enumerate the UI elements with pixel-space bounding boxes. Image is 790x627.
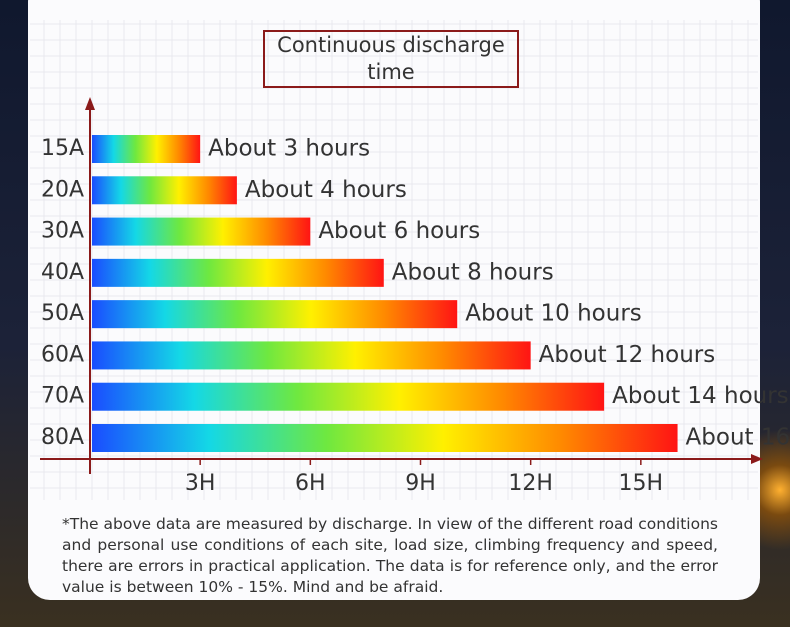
bar — [92, 217, 311, 246]
value-label: About 6 hours — [318, 218, 480, 244]
value-label: About 12 hours — [539, 342, 716, 368]
x-tick-label: 9H — [405, 471, 436, 496]
y-tick-label: 30A — [41, 219, 84, 244]
y-tick-label: 50A — [41, 301, 84, 326]
y-tick-label: 70A — [41, 384, 84, 409]
value-label: About 3 hours — [208, 136, 370, 162]
y-tick-label: 20A — [41, 177, 84, 202]
bar — [92, 300, 458, 329]
y-axis-arrow — [85, 97, 95, 110]
x-axis-arrow — [751, 454, 763, 464]
bar — [92, 424, 678, 452]
value-label: About 14 hours — [612, 383, 789, 409]
footnote: *The above data are measured by discharg… — [62, 515, 718, 596]
bar — [92, 258, 384, 287]
y-tick-label: 15A — [41, 136, 84, 161]
value-label: About 16 hours — [686, 425, 790, 451]
chart-title: Continuous discharge time — [263, 30, 519, 88]
value-label: About 4 hours — [245, 177, 407, 203]
bar — [92, 382, 605, 411]
bar — [92, 176, 237, 205]
y-tick-label: 80A — [41, 425, 84, 450]
x-tick-label: 6H — [295, 471, 326, 496]
y-tick-label: 40A — [41, 260, 84, 285]
bar — [92, 341, 531, 370]
bar — [92, 135, 201, 163]
y-tick-label: 60A — [41, 342, 84, 367]
value-label: About 8 hours — [392, 259, 554, 285]
card — [28, 0, 760, 600]
x-tick-label: 3H — [185, 471, 216, 496]
value-label: About 10 hours — [465, 301, 642, 327]
x-tick-label: 12H — [508, 471, 553, 496]
x-tick-label: 15H — [619, 471, 664, 496]
